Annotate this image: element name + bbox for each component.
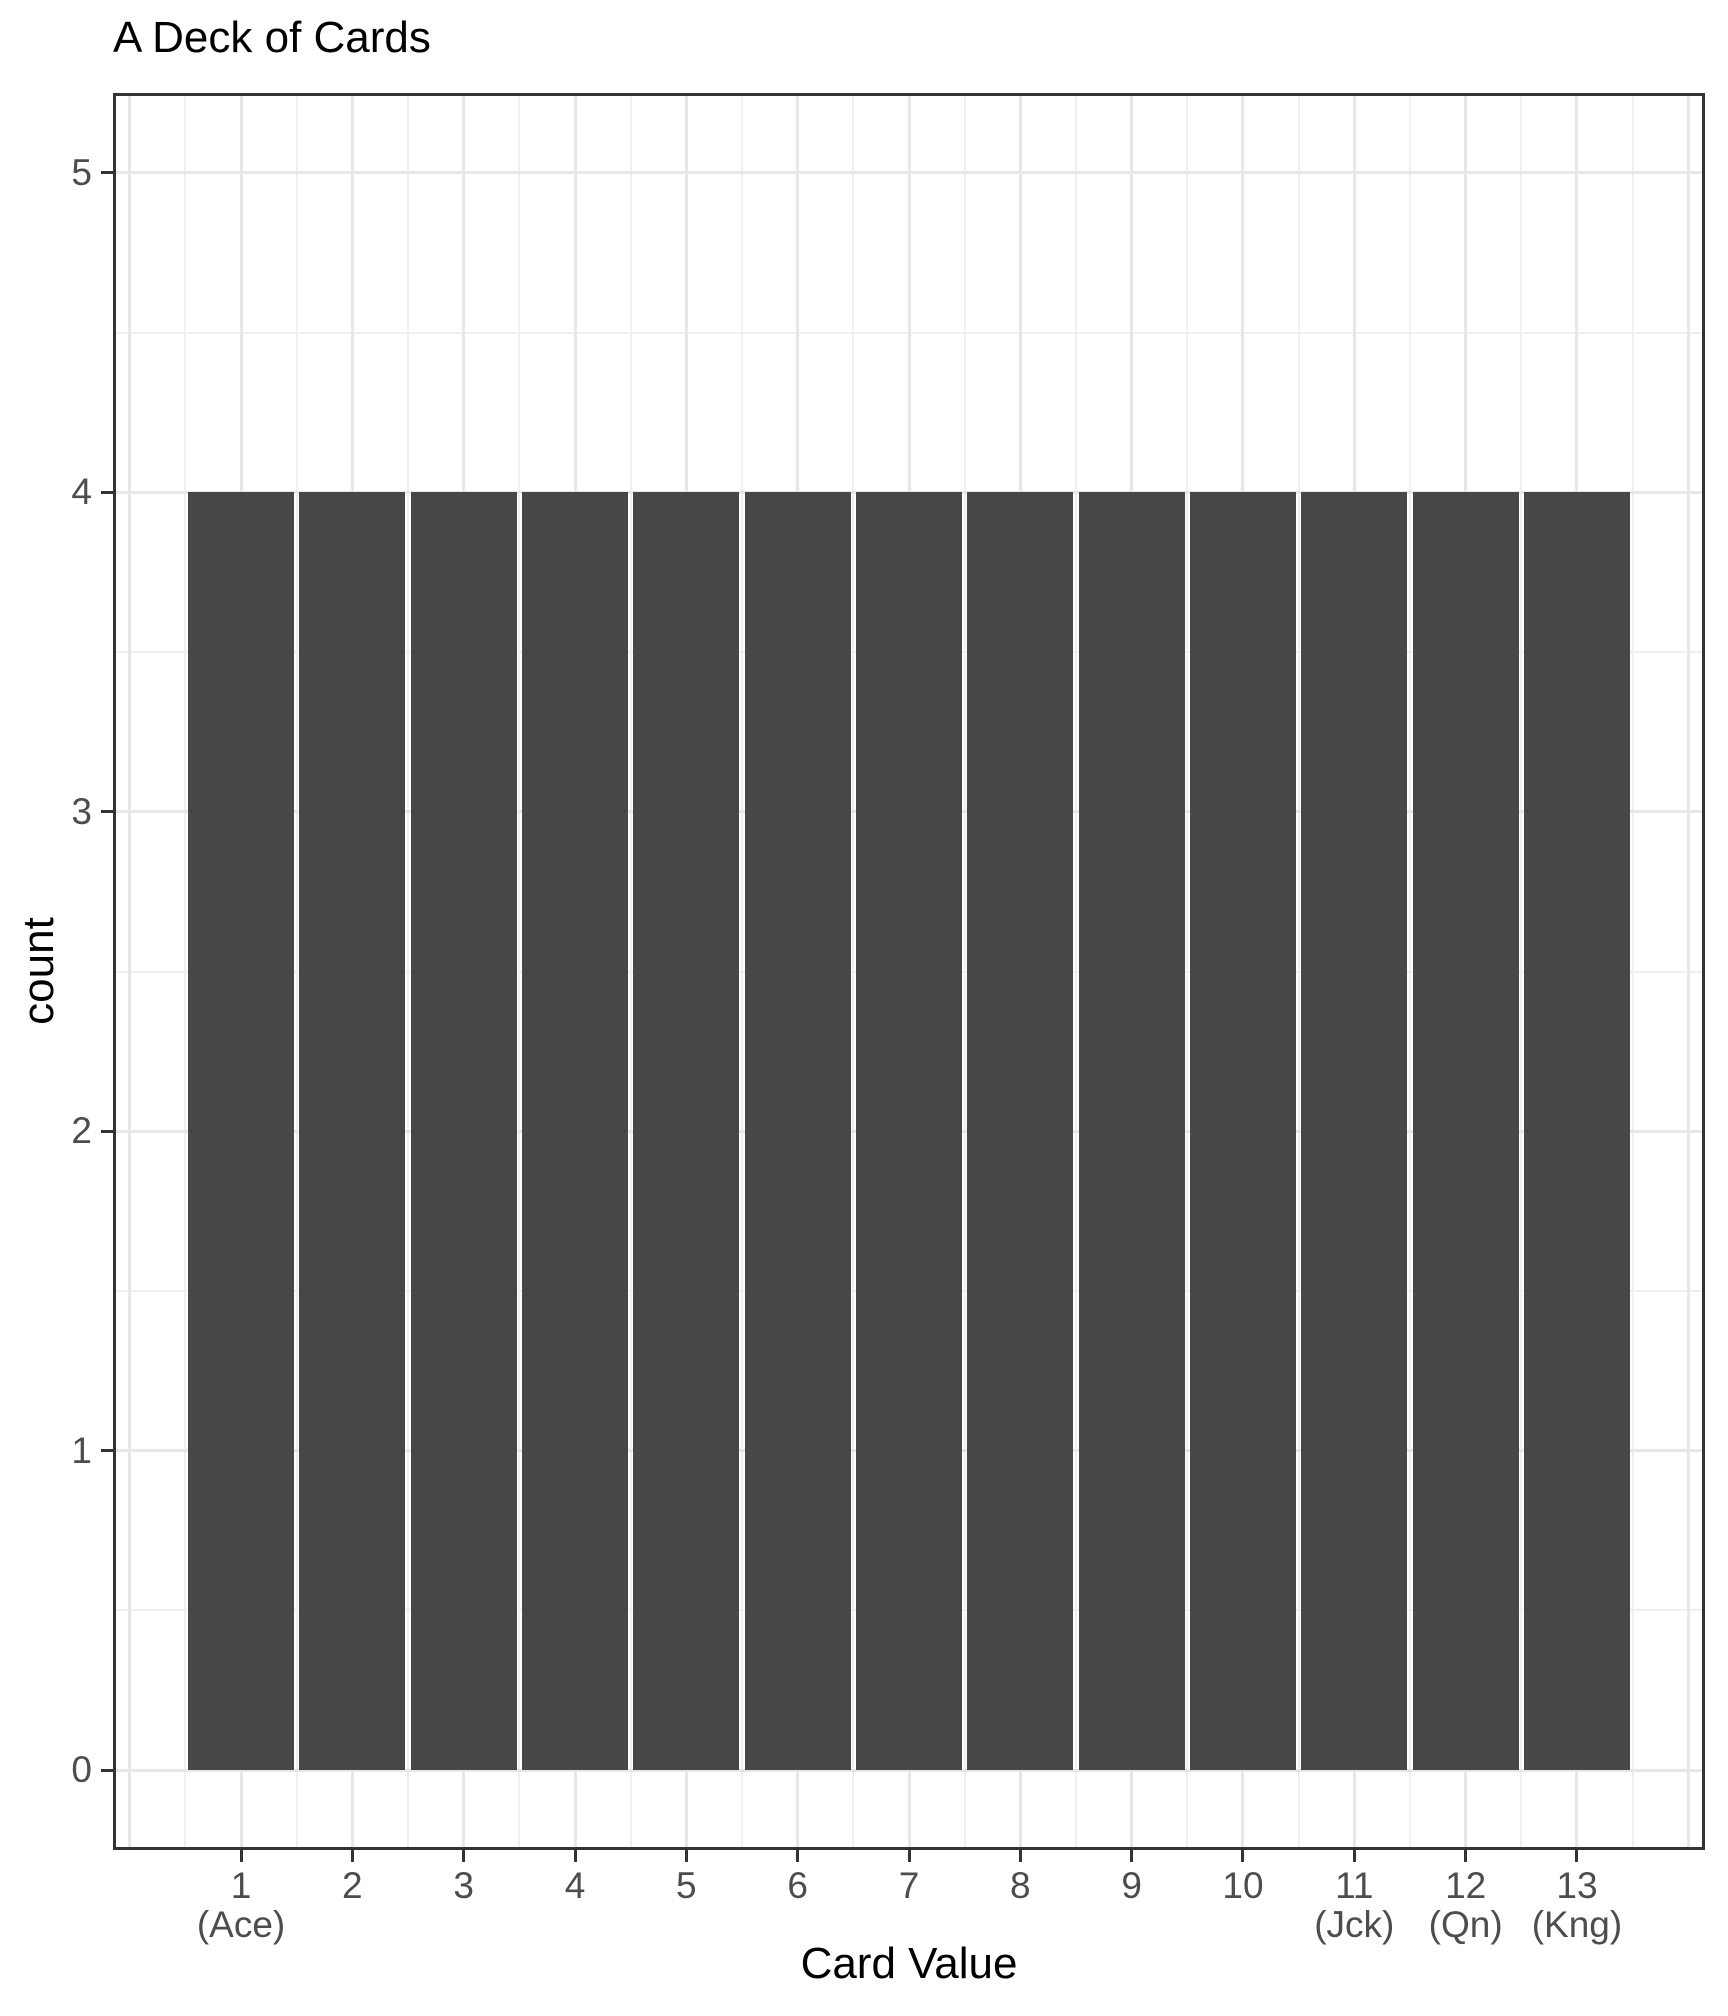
y-axis-title: count [14, 917, 63, 1025]
gridline-x-minor [407, 93, 410, 1850]
x-axis-tick [796, 1850, 800, 1862]
bar-card-8 [967, 492, 1074, 1771]
x-axis-tick [1018, 1850, 1022, 1862]
bar-card-6 [744, 492, 851, 1771]
x-axis-tick [1241, 1850, 1245, 1862]
bar-card-13 [1524, 492, 1630, 1771]
y-axis-tick [101, 1129, 113, 1133]
bar-card-2 [299, 492, 406, 1771]
y-axis-tick [101, 1768, 113, 1772]
bar-card-5 [633, 492, 740, 1771]
gridline-x-minor [963, 93, 966, 1850]
gridline-x-major [128, 93, 132, 1850]
x-axis-tick [573, 1850, 577, 1862]
chart-title: A Deck of Cards [113, 13, 431, 62]
gridline-x-minor [852, 93, 855, 1850]
y-axis-tick [101, 171, 113, 175]
gridline-x-minor [1631, 93, 1634, 1850]
x-axis-title: Card Value [800, 1939, 1018, 1988]
x-tick-label: 8 [1010, 1865, 1031, 1906]
x-tick-label: 1 (Ace) [196, 1865, 286, 1945]
bar-card-4 [522, 492, 628, 1771]
bar-card-1 [188, 492, 294, 1771]
x-axis-tick [1575, 1850, 1579, 1862]
y-axis-tick [101, 490, 113, 494]
gridline-x-minor [629, 93, 632, 1850]
gridline-x-minor [1186, 93, 1189, 1850]
bar-card-3 [410, 492, 517, 1771]
gridline-x-minor [1074, 93, 1077, 1850]
y-tick-label: 0 [71, 1749, 92, 1791]
x-tick-label: 3 [453, 1865, 474, 1906]
x-tick-label: 4 [564, 1865, 586, 1906]
bar-card-9 [1078, 492, 1185, 1771]
plot-panel [113, 93, 1705, 1850]
x-axis-tick [350, 1850, 354, 1862]
x-tick-label: 13 (Kng) [1531, 1865, 1623, 1945]
x-axis-tick [462, 1850, 466, 1862]
bar-card-7 [856, 492, 962, 1771]
x-tick-label: 12 (Qn) [1428, 1865, 1503, 1945]
x-axis-tick [907, 1850, 911, 1862]
gridline-x-minor [1408, 93, 1411, 1850]
y-tick-label: 5 [71, 151, 92, 193]
gridline-x-major [1686, 93, 1690, 1850]
x-axis-tick [1352, 1850, 1356, 1862]
y-axis-tick [101, 1449, 113, 1453]
panel-border [113, 93, 1705, 1850]
y-tick-label: 2 [71, 1110, 92, 1152]
x-axis-tick [239, 1850, 243, 1862]
y-axis-tick [101, 810, 113, 814]
gridline-x-minor [295, 93, 298, 1850]
gridline-x-minor [1520, 93, 1523, 1850]
gridline-x-minor [1297, 93, 1300, 1850]
x-tick-label: 10 [1222, 1865, 1264, 1906]
gridline-x-minor [184, 93, 187, 1850]
gridline-x-minor [518, 93, 521, 1850]
x-tick-label: 7 [898, 1865, 920, 1906]
x-tick-label: 6 [787, 1865, 808, 1906]
x-tick-label: 5 [676, 1865, 697, 1906]
bar-card-12 [1412, 492, 1519, 1771]
gridline-x-minor [741, 93, 743, 1850]
y-tick-label: 3 [71, 790, 92, 832]
y-tick-label: 1 [71, 1429, 92, 1471]
y-tick-label: 4 [71, 471, 92, 513]
x-axis-tick [684, 1850, 688, 1862]
x-tick-label: 2 [342, 1865, 363, 1906]
bar-card-10 [1190, 492, 1296, 1771]
x-tick-label: 11 (Jck) [1314, 1865, 1395, 1945]
x-axis-tick [1464, 1850, 1468, 1862]
x-axis-tick [1130, 1850, 1134, 1862]
x-tick-label: 9 [1121, 1865, 1142, 1906]
bar-card-11 [1301, 492, 1408, 1771]
